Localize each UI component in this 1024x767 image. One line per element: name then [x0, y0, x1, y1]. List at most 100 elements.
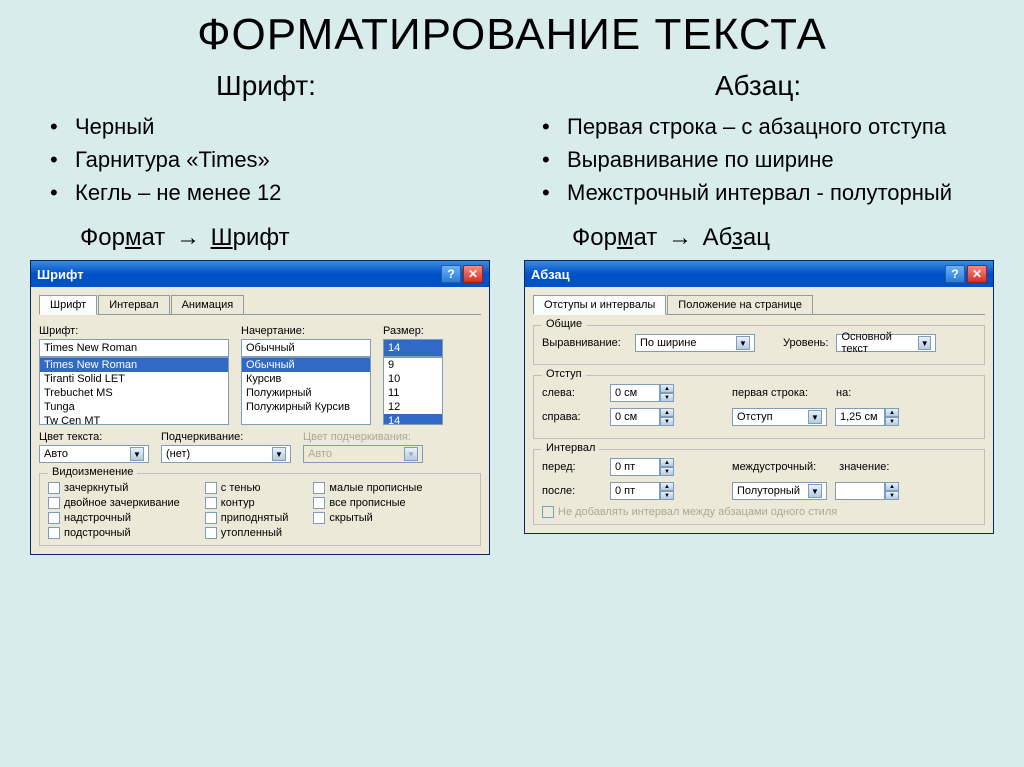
val-label: значение:: [839, 461, 889, 473]
para-menu-path: Формат → Абзац: [572, 224, 994, 252]
slide-title: ФОРМАТИРОВАНИЕ ТЕКСТА: [30, 10, 994, 60]
list-item[interactable]: Tunga: [40, 400, 228, 414]
check-engrave[interactable]: утопленный: [205, 527, 289, 539]
close-button[interactable]: ✕: [967, 265, 987, 283]
para-tabs: Отступы и интервалы Положение на страниц…: [533, 295, 985, 315]
list-item[interactable]: 14: [384, 414, 442, 425]
check-nospace: Не добавлять интервал между абзацами одн…: [542, 506, 976, 518]
para-dialog-titlebar: Абзац ? ✕: [525, 261, 993, 287]
line-label: междустрочный:: [732, 461, 816, 473]
bullet-item: Черный: [50, 110, 502, 143]
color-label: Цвет текста:: [39, 431, 149, 443]
font-dialog: Шрифт ? ✕ Шрифт Интервал Анимация Шрифт:: [30, 260, 490, 555]
font-list[interactable]: Times New Roman Tiranti Solid LET Trebuc…: [39, 357, 229, 425]
by-spinner[interactable]: 1,25 см▲▼: [835, 408, 899, 426]
close-button[interactable]: ✕: [463, 265, 483, 283]
size-label: Размер:: [383, 325, 443, 337]
chevron-down-icon: ▼: [272, 447, 286, 461]
help-button[interactable]: ?: [441, 265, 461, 283]
check-sub[interactable]: подстрочный: [48, 527, 180, 539]
check-dstrike[interactable]: двойное зачеркивание: [48, 497, 180, 509]
style-label: Начертание:: [241, 325, 371, 337]
after-label: после:: [542, 485, 602, 497]
check-emboss[interactable]: приподнятый: [205, 512, 289, 524]
check-outline[interactable]: контур: [205, 497, 289, 509]
para-dialog-title: Абзац: [531, 267, 570, 282]
check-strike[interactable]: зачеркнутый: [48, 482, 180, 494]
list-item[interactable]: Trebuchet MS: [40, 386, 228, 400]
size-input[interactable]: 14: [383, 339, 443, 357]
check-allcaps[interactable]: все прописные: [313, 497, 422, 509]
by-label: на:: [836, 387, 851, 399]
val-spinner[interactable]: ▲▼: [835, 482, 899, 500]
para-bullets: Первая строка – с абзацного отступа Выра…: [522, 110, 994, 209]
color-dropdown[interactable]: Авто▼: [39, 445, 149, 463]
help-button[interactable]: ?: [945, 265, 965, 283]
tab-animation[interactable]: Анимация: [171, 295, 245, 314]
size-list[interactable]: 9 10 11 12 14: [383, 357, 443, 425]
chevron-down-icon: ▼: [918, 336, 931, 350]
left-spinner[interactable]: 0 см▲▼: [610, 384, 674, 402]
list-item[interactable]: Tw Cen MT: [40, 414, 228, 425]
list-item[interactable]: 11: [384, 386, 442, 400]
ucolor-label: Цвет подчеркивания:: [303, 431, 423, 443]
left-label: слева:: [542, 387, 602, 399]
general-title: Общие: [542, 318, 586, 330]
chevron-down-icon: ▼: [130, 447, 144, 461]
chevron-down-icon: ▼: [808, 410, 822, 424]
effects-group: Видоизменение зачеркнутый двойное зачерк…: [39, 473, 481, 546]
chevron-down-icon: ▼: [404, 447, 418, 461]
right-spinner[interactable]: 0 см▲▼: [610, 408, 674, 426]
check-shadow[interactable]: с тенью: [205, 482, 289, 494]
list-item[interactable]: Курсив: [242, 372, 370, 386]
bullet-item: Первая строка – с абзацного отступа: [542, 110, 994, 143]
tab-position[interactable]: Положение на странице: [667, 295, 813, 314]
first-label: первая строка:: [732, 387, 808, 399]
list-item[interactable]: 9: [384, 358, 442, 372]
level-label: Уровень:: [783, 337, 828, 349]
underline-label: Подчеркивание:: [161, 431, 291, 443]
bullet-item: Межстрочный интервал - полуторный: [542, 176, 994, 209]
level-dropdown[interactable]: Основной текст▼: [836, 334, 936, 352]
general-group: Общие Выравнивание: По ширине▼ Уровень: …: [533, 325, 985, 365]
align-dropdown[interactable]: По ширине▼: [635, 334, 755, 352]
indent-title: Отступ: [542, 368, 586, 380]
tab-font[interactable]: Шрифт: [39, 295, 97, 315]
list-item[interactable]: Обычный: [242, 358, 370, 372]
indent-group: Отступ слева: 0 см▲▼ первая строка: на: …: [533, 375, 985, 439]
font-tabs: Шрифт Интервал Анимация: [39, 295, 481, 315]
chevron-down-icon: ▼: [808, 484, 822, 498]
font-bullets: Черный Гарнитура «Times» Кегль – не мене…: [30, 110, 502, 209]
tab-interval[interactable]: Интервал: [98, 295, 169, 314]
para-heading: Абзац:: [522, 70, 994, 102]
list-item[interactable]: 12: [384, 400, 442, 414]
font-heading: Шрифт:: [30, 70, 502, 102]
spacing-title: Интервал: [542, 442, 599, 454]
list-item[interactable]: Tiranti Solid LET: [40, 372, 228, 386]
chevron-down-icon: ▼: [736, 336, 750, 350]
line-dropdown[interactable]: Полуторный▼: [732, 482, 827, 500]
para-dialog: Абзац ? ✕ Отступы и интервалы Положение …: [524, 260, 994, 534]
style-list[interactable]: Обычный Курсив Полужирный Полужирный Кур…: [241, 357, 371, 425]
bullet-item: Выравнивание по ширине: [542, 143, 994, 176]
font-dialog-titlebar: Шрифт ? ✕: [31, 261, 489, 287]
tab-indents[interactable]: Отступы и интервалы: [533, 295, 666, 315]
list-item[interactable]: 10: [384, 372, 442, 386]
underline-dropdown[interactable]: (нет)▼: [161, 445, 291, 463]
list-item[interactable]: Times New Roman: [40, 358, 228, 372]
before-spinner[interactable]: 0 пт▲▼: [610, 458, 674, 476]
align-label: Выравнивание:: [542, 337, 627, 349]
font-menu-path: Формат → Шрифт: [80, 224, 502, 252]
check-smallcaps[interactable]: малые прописные: [313, 482, 422, 494]
after-spinner[interactable]: 0 пт▲▼: [610, 482, 674, 500]
list-item[interactable]: Полужирный Курсив: [242, 400, 370, 414]
spacing-group: Интервал перед: 0 пт▲▼ междустрочный: зн…: [533, 449, 985, 525]
check-hidden[interactable]: скрытый: [313, 512, 422, 524]
list-item[interactable]: Полужирный: [242, 386, 370, 400]
font-dialog-title: Шрифт: [37, 267, 84, 282]
font-input[interactable]: Times New Roman: [39, 339, 229, 357]
bullet-item: Гарнитура «Times»: [50, 143, 502, 176]
style-input[interactable]: Обычный: [241, 339, 371, 357]
first-dropdown[interactable]: Отступ▼: [732, 408, 827, 426]
check-super[interactable]: надстрочный: [48, 512, 180, 524]
